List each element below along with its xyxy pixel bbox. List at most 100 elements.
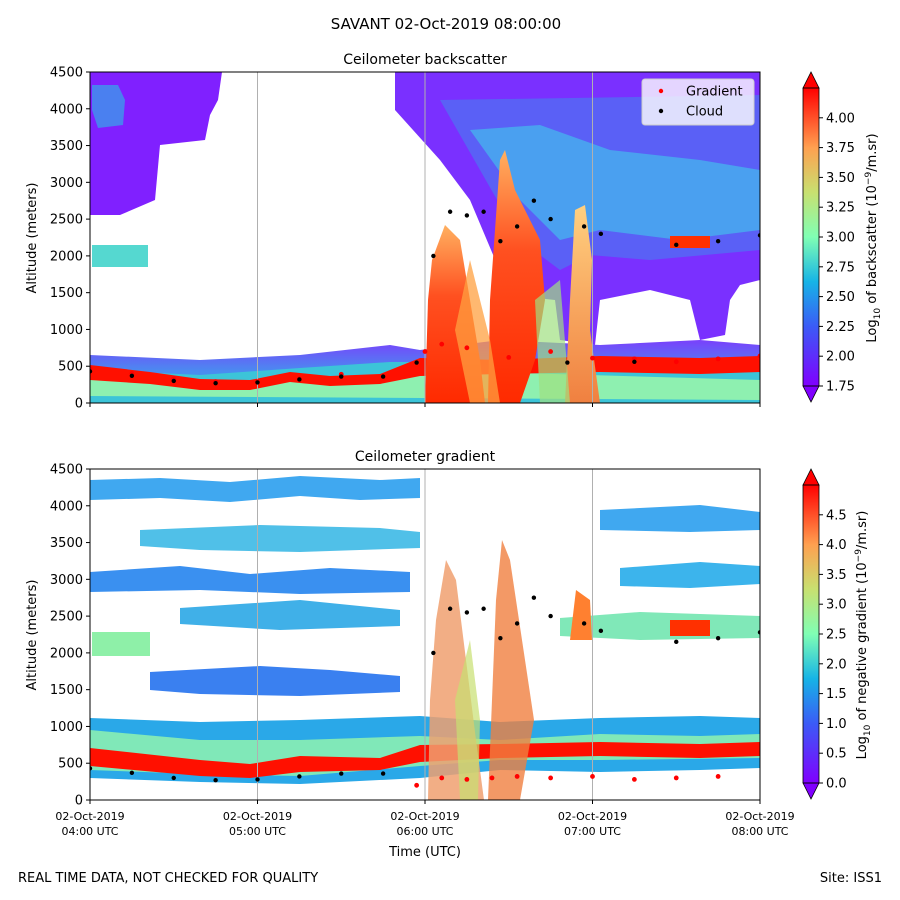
cloud-point (632, 359, 637, 365)
gradient-point (548, 349, 554, 354)
upper-layer-red-strip (670, 236, 710, 248)
cloud-point (481, 209, 486, 214)
backscatter-points (90, 198, 760, 386)
x-tick-label-date: 02-Oct-2019 (725, 810, 794, 823)
y-tick-label: 3000 (50, 176, 83, 191)
y-tick-label: 4000 (50, 102, 83, 117)
cloud-point (431, 650, 436, 656)
plume-wash-2 (535, 280, 570, 403)
backscatter-panel: Ceilometer backscatter (25, 52, 883, 412)
cloud-point (498, 635, 503, 641)
cloud-point (548, 216, 553, 222)
x-tick-label-time: 08:00 UTC (731, 825, 788, 838)
gradient-panel: Ceilometer gradient (25, 449, 873, 860)
high-cloud-patch (92, 85, 125, 128)
backscatter-colorbar: 1.75 2.00 2.25 2.50 2.75 3.00 3.25 3.50 3.75 4.00… (802, 71, 883, 403)
y-tick-label: 2000 (50, 249, 83, 264)
x-tick-label-time: 05:00 UTC (229, 825, 286, 838)
gradient-mid-patch (92, 632, 150, 656)
gradient-y-label: Altitude (meters) (25, 580, 40, 691)
cloud-point (129, 373, 135, 378)
gradient-right-band-2 (620, 562, 760, 588)
cloud-point (297, 774, 302, 779)
y-tick-label: 500 (58, 360, 83, 375)
cloud-point (674, 242, 679, 248)
backscatter-x-axis (89, 403, 761, 407)
cloud-point (581, 621, 587, 626)
gradient-point (489, 775, 495, 781)
y-tick-label: 500 (58, 757, 83, 772)
cloud-point (90, 369, 93, 374)
gradient-points (90, 595, 760, 788)
colorbar-tick-label: 3.00 (826, 231, 855, 246)
gradient-point (506, 354, 512, 360)
gradient-point (414, 782, 420, 788)
gradient-point (548, 775, 554, 781)
cloud-point (757, 630, 760, 635)
gradient-point (422, 349, 428, 354)
gradient-colorbar-label: Log10 of negative gradient (10−9/m.sr) (854, 511, 873, 760)
cloud-point (715, 635, 721, 641)
legend-cloud-label: Cloud (686, 105, 723, 120)
footer-quality-note: REAL TIME DATA, NOT CHECKED FOR QUALITY (18, 871, 318, 886)
cloud-point (171, 378, 176, 384)
y-tick-label: 2500 (50, 610, 83, 625)
y-tick-label: 3000 (50, 573, 83, 588)
gradient-colorbar-extend-bottom (802, 782, 820, 800)
gradient-upper-band-1 (90, 476, 420, 502)
gradient-point (439, 341, 445, 347)
legend-cloud-marker (658, 108, 664, 114)
backscatter-y-axis: 0 500 1000 1500 2000 2500 3000 3500 4000 4500 (50, 66, 90, 412)
gradient-colorbar: 0.0 0.5 1.0 1.5 2.0 2.5 3.0 3.5 4.0 4.5 Log10 of … (802, 468, 873, 800)
x-tick-label-time: 04:00 UTC (61, 825, 118, 838)
gradient-x-label: Time (UTC) (388, 845, 461, 860)
cloud-point (565, 360, 570, 365)
gradient-point (715, 356, 721, 362)
cloud-point (447, 606, 453, 611)
colorbar-extend-top (802, 71, 820, 89)
colorbar-tick-label: 2.25 (826, 320, 855, 335)
cloud-point (129, 770, 135, 775)
gradient-point (590, 355, 595, 361)
colorbar-tick-label: 4.00 (826, 111, 855, 126)
gradient-mid-band-2 (180, 600, 400, 630)
cloud-point (255, 380, 260, 385)
cloud-point (380, 374, 386, 379)
colorbar-tick-label: 4.0 (826, 538, 847, 553)
gradient-point (514, 774, 520, 779)
plume-minor (565, 205, 600, 403)
gradient-point (464, 345, 470, 351)
colorbar-tick-label: 2.75 (826, 260, 855, 275)
figure-title: SAVANT 02-Oct-2019 08:00:00 (331, 15, 561, 33)
cloud-point (297, 377, 302, 382)
plume-secondary (488, 150, 545, 403)
cloud-point (548, 613, 553, 619)
y-tick-label: 0 (75, 794, 83, 809)
legend-gradient-label: Gradient (686, 85, 743, 100)
gradient-point (464, 777, 470, 782)
x-tick-label-date: 02-Oct-2019 (558, 810, 627, 823)
cloud-point (598, 231, 604, 237)
colorbar-tick-label: 3.5 (826, 568, 847, 583)
cloud-point (514, 224, 520, 229)
gradient-plume-2 (488, 540, 534, 800)
colorbar-tick-label: 3.75 (826, 141, 855, 156)
cloud-point (213, 777, 218, 783)
gradient-point (439, 775, 445, 781)
backscatter-gridlines (257, 72, 593, 403)
cloud-point (255, 777, 260, 782)
colorbar-tick-label: 3.0 (826, 598, 847, 613)
backscatter-title: Ceilometer backscatter (343, 52, 507, 68)
x-tick-label-date: 02-Oct-2019 (223, 810, 292, 823)
y-tick-label: 4000 (50, 499, 83, 514)
colorbar-tick-label: 1.5 (826, 687, 847, 702)
cloud-point (339, 374, 344, 379)
gradient-point (673, 359, 679, 365)
cloud-point (498, 238, 503, 244)
colorbar-tick-label: 0.0 (826, 777, 847, 792)
colorbar-tick-label: 0.5 (826, 747, 847, 762)
gradient-point (715, 774, 721, 779)
cloud-point (380, 771, 386, 776)
x-tick-label-date: 02-Oct-2019 (390, 810, 459, 823)
